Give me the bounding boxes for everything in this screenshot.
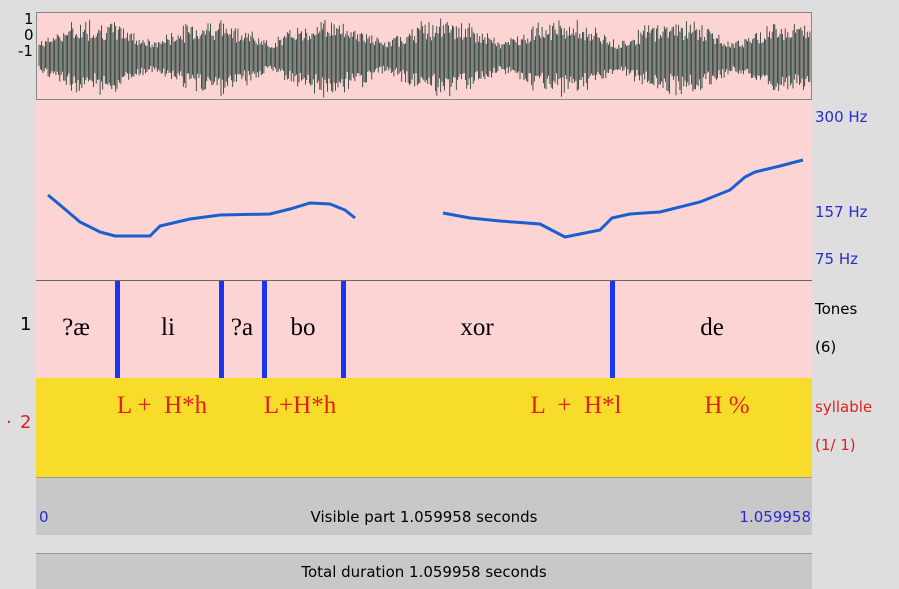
- interval-label: bo: [290, 314, 316, 341]
- pitch-axis-label: 75 Hz: [815, 250, 859, 268]
- tier-number: 1: [20, 314, 32, 335]
- visible-start: 0: [39, 508, 49, 526]
- pitch-axis-label: 157 Hz: [815, 203, 868, 221]
- tier-number: 2: [20, 412, 32, 433]
- tier-marker: ·: [6, 412, 12, 433]
- waveform-trace: [38, 18, 811, 98]
- axis-label: -1: [18, 42, 33, 60]
- pitch-curve: [47, 158, 804, 239]
- total-bar[interactable]: [36, 553, 812, 589]
- interval-label: de: [700, 314, 724, 341]
- interval-label: li: [161, 314, 175, 341]
- tier-count: (6): [815, 338, 837, 356]
- interval-label: H %: [704, 392, 750, 419]
- tier-name: syllable: [815, 398, 873, 416]
- visible-text: Visible part 1.059958 seconds: [310, 508, 538, 526]
- total-text: Total duration 1.059958 seconds: [301, 563, 547, 581]
- interval-label: L+H*h: [263, 392, 337, 419]
- visible-end: 1.059958: [739, 508, 811, 526]
- interval-label: L + H*l: [530, 392, 622, 419]
- visible-bar[interactable]: [36, 477, 812, 535]
- tier-1: [36, 280, 812, 379]
- tier-2[interactable]: [36, 378, 812, 477]
- interval-label: ?æ: [62, 314, 90, 341]
- waveform-panel: [36, 12, 812, 100]
- pitch-panel: [36, 100, 812, 280]
- interval-label: xor: [460, 314, 494, 341]
- tier-name: Tones: [815, 300, 858, 318]
- axis-label: 0: [24, 26, 34, 44]
- waveform: [38, 18, 811, 98]
- pitch-axis-label: 300 Hz: [815, 108, 868, 126]
- axis-label: 1: [24, 10, 34, 28]
- interval-label: L + H*h: [116, 392, 208, 419]
- interval-label: ?a: [230, 314, 254, 341]
- tier-count: (1/ 1): [815, 436, 856, 454]
